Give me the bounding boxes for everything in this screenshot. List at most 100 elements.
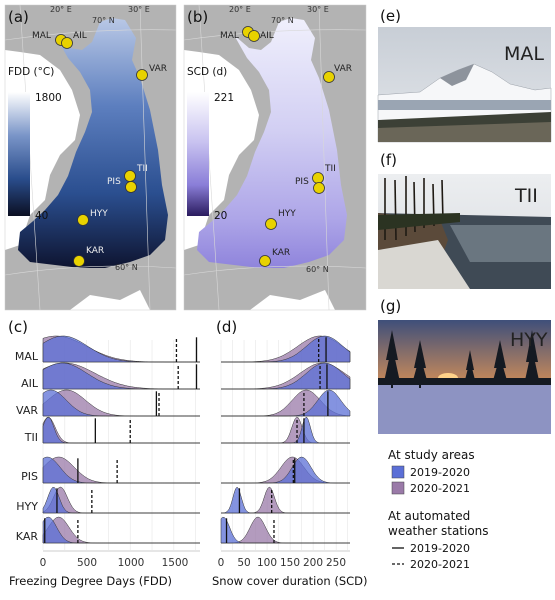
- legend-label-2019: 2019-2020: [410, 466, 470, 479]
- site-marker-tii-b: [312, 172, 324, 184]
- density-tii-2019-2020: [42, 416, 200, 444]
- map-b-sites: MAL AIL VAR TII PIS HYY KAR: [220, 26, 352, 267]
- density-kar-2020-2021: [221, 516, 350, 544]
- ridge-site-label-var: VAR: [16, 404, 38, 417]
- ridge-d-xtick-150: 150: [280, 557, 300, 569]
- map-a-colorbar: [8, 92, 30, 216]
- site-label-mal-a: MAL: [32, 31, 51, 41]
- density-mal-2019-2020: [42, 335, 200, 363]
- site-label-tii-a: TII: [136, 164, 148, 174]
- map-b-colorbar-title: SCD (d): [187, 66, 227, 78]
- density-kar-2019-2020: [42, 516, 200, 544]
- legend-study-title: At study areas: [388, 448, 475, 462]
- legend-label-2020: 2020-2021: [410, 482, 470, 495]
- panel-label-b: (b): [187, 8, 208, 26]
- density-mal-2019-2020: [221, 335, 351, 363]
- site-marker-pis-b: [313, 182, 325, 194]
- map-panel-a: [5, 5, 176, 310]
- map-b-lon20-label: 20° E: [229, 5, 251, 14]
- site-marker-var-a: [136, 69, 148, 81]
- site-label-hyy-b: HYY: [278, 209, 296, 219]
- site-label-kar-b: KAR: [272, 248, 290, 258]
- legend-aws-title-1: At automated: [388, 509, 470, 523]
- ridge-c-xlabel: Freezing Degree Days (FDD): [9, 574, 172, 588]
- density-tii-2020-2021: [221, 416, 350, 444]
- map-a-lat70-label: 70° N: [92, 16, 115, 25]
- ridge-d-xtick-100: 100: [257, 557, 277, 569]
- density-hyy-2019-2020: [42, 486, 200, 514]
- map-b-lon30-label: 30° E: [307, 5, 329, 14]
- density-var-2019-2020: [42, 389, 200, 417]
- site-marker-hyy-a: [77, 214, 89, 226]
- ridge-d-xticks: 0 50 100 150 200 250: [218, 557, 346, 569]
- map-a-lon20-label: 20° E: [50, 5, 72, 14]
- legend-aws-label-2020: 2020-2021: [410, 558, 470, 571]
- ridge-c-site-labels: MAL AIL VAR TII PIS HYY KAR: [15, 350, 39, 543]
- panel-label-c: (c): [8, 318, 28, 336]
- site-label-hyy-a: HYY: [90, 209, 108, 219]
- density-ail-2019-2020: [42, 362, 200, 390]
- site-label-var-a: VAR: [149, 64, 167, 74]
- ridge-c-xtick-1500: 1500: [162, 557, 189, 569]
- ridge-d-xtick-50: 50: [237, 557, 250, 569]
- site-label-tii-b: TII: [324, 164, 336, 174]
- map-panel-b: [184, 5, 366, 310]
- ridge-c-xticks: 0 500 1000 1500: [40, 557, 189, 569]
- site-marker-ail-b: [248, 30, 260, 42]
- map-b-colorbar-min: 20: [214, 210, 227, 222]
- map-b-lat60-label: 60° N: [306, 265, 329, 274]
- panel-label-d: (d): [216, 318, 237, 336]
- ridge-c-xtick-500: 500: [77, 557, 97, 569]
- site-marker-hyy-b: [265, 218, 277, 230]
- site-marker-pis-a: [125, 181, 137, 193]
- density-tii-2020-2021: [42, 416, 200, 444]
- site-label-ail-b: AIL: [260, 31, 274, 41]
- legend-swatch-2020: [391, 481, 405, 495]
- map-b-lat70-label: 70° N: [271, 16, 294, 25]
- ridge-site-label-tii: TII: [24, 431, 38, 444]
- legend-aws-label-2019: 2019-2020: [410, 542, 470, 555]
- ridge-site-label-ail: AIL: [21, 377, 39, 390]
- density-kar-2020-2021: [42, 516, 200, 544]
- map-b-finland-shape: [197, 18, 347, 268]
- ridge-site-label-mal: MAL: [15, 350, 39, 363]
- density-hyy-2020-2021: [42, 486, 200, 514]
- panel-label-e: (e): [380, 7, 401, 25]
- ridge-d-xtick-250: 250: [326, 557, 346, 569]
- map-a-lat60-label: 60° N: [115, 263, 138, 272]
- map-a-colorbar-title: FDD (°C): [8, 66, 54, 78]
- photo-f-label: TII: [514, 185, 538, 207]
- site-label-pis-a: PIS: [107, 177, 121, 187]
- photo-g-label: HYY: [510, 329, 548, 351]
- map-b-frame: [183, 4, 367, 311]
- site-label-pis-b: PIS: [295, 177, 309, 187]
- density-tii-2019-2020: [221, 416, 350, 444]
- ridge-c-xtick-0: 0: [40, 557, 47, 569]
- panel-label-a: (a): [8, 8, 29, 26]
- ridge-c-xtick-1000: 1000: [118, 557, 145, 569]
- site-marker-tii-a: [124, 170, 136, 182]
- map-b-colorbar-max: 221: [214, 92, 234, 104]
- ridge-d-plot: [220, 335, 351, 552]
- map-a-colorbar-max: 1800: [35, 92, 62, 104]
- ridge-c-plot: [42, 335, 200, 552]
- ridge-site-label-pis: PIS: [21, 470, 38, 483]
- legend: At study areas 2019-2020 2020-2021 At au…: [388, 448, 489, 571]
- site-label-ail-a: AIL: [73, 31, 87, 41]
- ridge-site-label-kar: KAR: [16, 530, 39, 543]
- photo-f-tii: [378, 174, 551, 289]
- legend-swatch-2019: [391, 465, 405, 479]
- site-marker-var-b: [323, 71, 335, 83]
- density-pis-2019-2020: [221, 456, 350, 484]
- site-label-kar-a: KAR: [86, 246, 104, 256]
- ridge-site-label-hyy: HYY: [16, 500, 38, 513]
- photo-e-label: MAL: [504, 43, 544, 65]
- legend-aws-title-2: weather stations: [388, 524, 489, 538]
- panel-label-g: (g): [380, 297, 401, 315]
- map-a-colorbar-min: 40: [35, 210, 48, 222]
- map-a-frame: [4, 4, 177, 311]
- map-a-sites: MAL AIL VAR TII PIS HYY KAR: [32, 31, 167, 267]
- density-kar-2019-2020: [220, 516, 350, 544]
- density-var-2019-2020: [221, 389, 351, 417]
- map-a-finland-shape: [18, 18, 168, 268]
